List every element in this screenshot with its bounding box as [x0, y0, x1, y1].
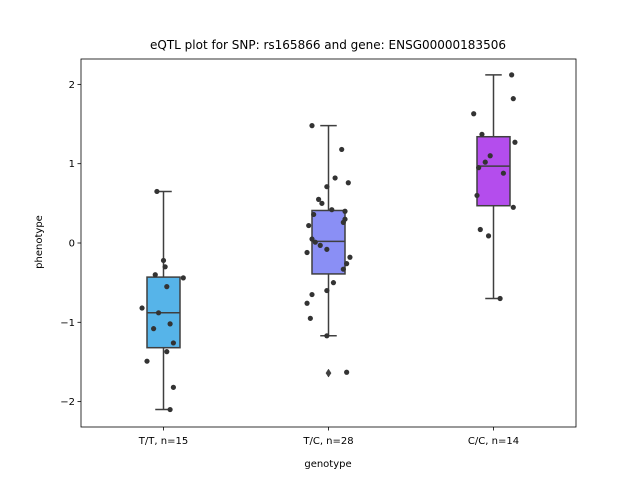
data-point — [324, 333, 330, 339]
y-tick-label: −2 — [60, 397, 75, 408]
y-tick-label: −1 — [60, 318, 75, 329]
data-point — [312, 239, 318, 245]
data-point — [309, 123, 315, 129]
y-tick-label: 2 — [69, 80, 75, 91]
data-point — [152, 272, 158, 278]
data-point — [304, 300, 310, 306]
y-tick-label: 1 — [69, 159, 75, 170]
data-point — [316, 196, 322, 202]
data-point — [510, 204, 516, 210]
chart-title: eQTL plot for SNP: rs165866 and gene: EN… — [150, 38, 506, 52]
axes: −2 −1 0 1 2 T/T, n=15 T/C, n=28 C/C, n=14 — [60, 58, 577, 447]
data-point — [139, 305, 145, 311]
data-point — [154, 188, 160, 195]
data-point — [347, 254, 353, 260]
data-point — [167, 406, 173, 413]
data-point — [474, 192, 480, 199]
data-point — [309, 291, 315, 298]
data-point — [329, 207, 335, 213]
data-point — [339, 146, 345, 153]
data-point — [342, 208, 348, 214]
data-point — [324, 246, 330, 252]
data-point — [500, 170, 506, 176]
data-point — [487, 153, 493, 159]
outlier-marker — [325, 368, 332, 378]
y-axis-label: phenotype — [34, 215, 45, 269]
data-point — [471, 111, 477, 117]
data-point — [324, 184, 330, 190]
data-point — [512, 139, 518, 145]
data-point — [476, 165, 482, 171]
data-point — [170, 340, 176, 346]
box-group-2 — [304, 123, 353, 378]
data-point — [482, 159, 488, 165]
data-point — [485, 233, 492, 239]
data-point — [340, 266, 346, 272]
x-tick-label: T/C, n=28 — [302, 436, 353, 447]
data-point — [340, 219, 346, 225]
data-point — [497, 295, 503, 302]
data-point — [317, 242, 323, 248]
data-point — [324, 287, 330, 294]
box-group-1 — [139, 188, 186, 413]
data-point — [477, 226, 483, 233]
data-point — [345, 180, 351, 186]
data-point — [509, 72, 515, 78]
data-point — [307, 315, 313, 321]
data-point — [344, 369, 350, 375]
data-point — [332, 175, 338, 181]
data-point — [304, 249, 310, 256]
y-tick-label: 0 — [69, 239, 75, 250]
data-point — [151, 326, 157, 332]
data-point — [344, 261, 350, 267]
data-point — [479, 131, 485, 137]
data-point — [319, 200, 325, 206]
data-point — [510, 96, 516, 102]
data-point — [170, 384, 176, 390]
data-point — [160, 257, 167, 264]
data-point — [144, 358, 150, 364]
data-point — [164, 349, 170, 355]
data-point — [306, 222, 312, 229]
data-point — [180, 275, 186, 281]
box-group-3 — [471, 72, 518, 302]
data-point — [330, 280, 337, 286]
x-tick-label: T/T, n=15 — [138, 436, 188, 447]
data-point — [311, 211, 317, 218]
x-axis-label: genotype — [304, 459, 351, 470]
x-tick-label: C/C, n=14 — [468, 436, 519, 447]
data-point — [162, 264, 168, 270]
data-point — [309, 236, 315, 242]
plot-area — [139, 72, 518, 413]
iqr-box — [476, 135, 511, 207]
data-point — [155, 310, 162, 316]
data-point — [164, 284, 170, 290]
data-point — [167, 321, 173, 327]
